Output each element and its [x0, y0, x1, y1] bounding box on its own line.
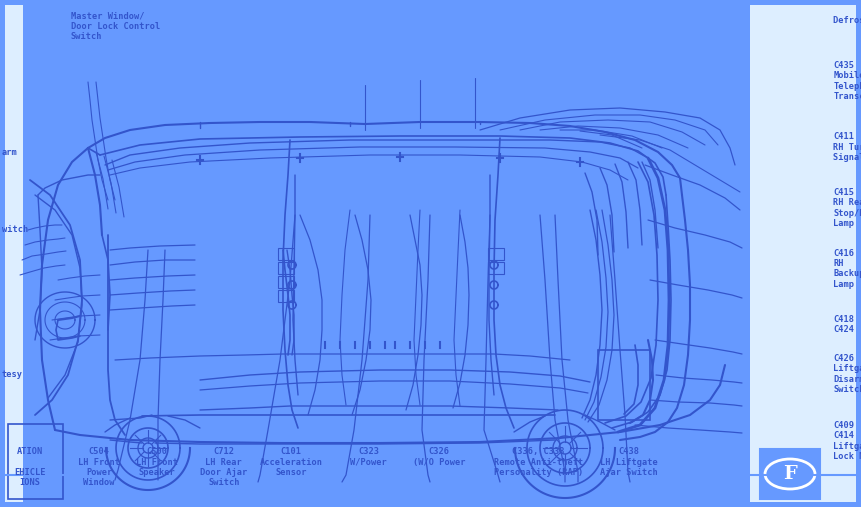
Text: C409
C414
Liftgate
Lock Motor: C409 C414 Liftgate Lock Motor — [833, 421, 861, 461]
Text: C426
Liftgate
Disarm
Switch: C426 Liftgate Disarm Switch — [833, 354, 861, 394]
Text: C500
LH Front
Speaker: C500 LH Front Speaker — [136, 447, 177, 477]
Bar — [278, 262, 294, 274]
Text: arm: arm — [2, 148, 17, 157]
Text: Defrost Grid: Defrost Grid — [833, 16, 861, 25]
Text: C504
LH Front
Power
Window: C504 LH Front Power Window — [78, 447, 120, 487]
Bar — [488, 248, 504, 260]
Text: C415
RH Rear
Stop/Park
Lamp: C415 RH Rear Stop/Park Lamp — [833, 188, 861, 228]
Text: witch: witch — [2, 225, 28, 234]
Text: tesy: tesy — [2, 370, 22, 379]
Bar — [8, 424, 63, 499]
Text: C326
(W/O Power: C326 (W/O Power — [413, 447, 465, 466]
Text: C411
RH Turn
Signal Lamp: C411 RH Turn Signal Lamp — [833, 132, 861, 162]
Text: C438
LH Liftgate
Ajar Switch: C438 LH Liftgate Ajar Switch — [599, 447, 658, 477]
Bar — [5, 5, 23, 502]
Bar — [278, 248, 294, 260]
Ellipse shape — [765, 459, 815, 489]
Bar — [278, 276, 294, 288]
Bar — [278, 290, 294, 302]
Text: ATION
 
EHICLE
IONS: ATION EHICLE IONS — [15, 447, 46, 487]
Text: F: F — [784, 465, 797, 483]
Text: Master Window/
Door Lock Control
Switch: Master Window/ Door Lock Control Switch — [71, 11, 160, 41]
Text: C418
C424: C418 C424 — [833, 315, 854, 334]
Text: C323
W/Power: C323 W/Power — [350, 447, 387, 466]
Text: C435
Mobile
Telephone
Transceiver: C435 Mobile Telephone Transceiver — [833, 61, 861, 101]
Bar — [750, 5, 856, 502]
Bar — [598, 350, 650, 420]
Text: C712
LH Rear
Door Ajar
Switch: C712 LH Rear Door Ajar Switch — [201, 447, 247, 487]
Text: C416
RH
Backup
Lamp: C416 RH Backup Lamp — [833, 248, 861, 289]
Text: C336, C338
Remote Anti-theft
Personality (RAP): C336, C338 Remote Anti-theft Personality… — [493, 447, 583, 477]
Bar — [488, 262, 504, 274]
Bar — [760, 449, 820, 499]
Text: C101
Acceleration
Sensor: C101 Acceleration Sensor — [259, 447, 323, 477]
